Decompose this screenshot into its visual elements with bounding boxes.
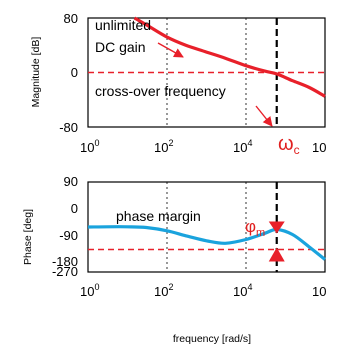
phase-xtick-1: 100 [80,282,99,299]
phase-ytick-m270: -270 [52,264,78,279]
magnitude-grid [166,18,247,127]
magnitude-ytick-bottom: -80 [59,120,78,135]
magnitude-xtick-3: 104 [233,138,252,155]
annotation-unlimited: unlimited [95,17,151,33]
magnitude-xtick-1: 100 [80,138,99,155]
phase-ytick-m90: -90 [59,228,78,243]
magnitude-ytick-top: 80 [64,11,78,26]
frequency-xlabel: frequency [rad/s] [173,333,251,345]
phase-xtick-4: 10 [312,284,326,299]
phase-ylabel: Phase [deg] [22,209,34,265]
magnitude-panel: 80 0 -80 100 102 104 10 Magnitude [dB] u… [30,11,326,157]
phase-panel: 90 0 -90 -180 -270 100 102 104 10 Phase … [22,174,326,345]
phase-xtick-2: 102 [154,282,173,299]
magnitude-ylabel: Magnitude [dB] [30,37,42,108]
annotation-dc-gain: DC gain [95,39,146,55]
phase-margin-arrow-up [268,247,285,262]
phase-grid [166,182,247,272]
magnitude-xtick-4: 10 [312,140,326,155]
phase-margin-arrow-down [268,221,285,234]
dc-gain-arrow [157,42,184,58]
phase-curve [87,225,327,261]
phase-xtick-3: 104 [233,282,252,299]
phase-ytick-90: 90 [64,174,78,189]
omega-c-label: ωc [278,133,300,157]
phi-m-label: φm [245,217,265,239]
annotation-phase-margin: phase margin [116,208,201,224]
magnitude-xtick-2: 102 [154,138,173,155]
magnitude-curve [133,16,326,98]
annotation-crossover: cross-over frequency [95,83,226,99]
crossover-arrow [255,105,273,127]
phase-ytick-0: 0 [71,201,78,216]
magnitude-ytick-mid: 0 [71,65,78,80]
phase-ytick-m180: -180 [52,254,78,269]
